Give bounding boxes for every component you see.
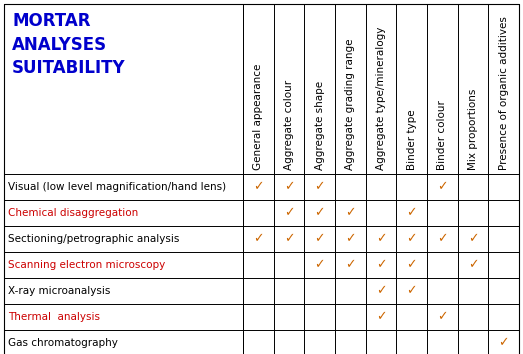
Text: ✓: ✓ (284, 206, 294, 219)
Text: Scanning electron microscopy: Scanning electron microscopy (8, 260, 165, 270)
Text: X-ray microanalysis: X-ray microanalysis (8, 286, 110, 296)
Text: Binder type: Binder type (407, 109, 417, 170)
Text: ✓: ✓ (253, 181, 264, 194)
Text: Thermal  analysis: Thermal analysis (8, 312, 100, 322)
Text: ✓: ✓ (437, 181, 448, 194)
Text: Aggregate shape: Aggregate shape (315, 81, 325, 170)
Text: Chemical disaggregation: Chemical disaggregation (8, 208, 138, 218)
Text: ✓: ✓ (314, 206, 325, 219)
Text: ✓: ✓ (284, 233, 294, 246)
Text: ✓: ✓ (253, 233, 264, 246)
Text: Aggregate grading range: Aggregate grading range (345, 39, 355, 170)
Text: Aggregate type/mineralogy: Aggregate type/mineralogy (376, 27, 386, 170)
Text: ✓: ✓ (406, 233, 417, 246)
Text: Presence of organic additives: Presence of organic additives (498, 16, 509, 170)
Text: ✓: ✓ (345, 258, 356, 272)
Text: ✓: ✓ (376, 233, 386, 246)
Text: ✓: ✓ (345, 233, 356, 246)
Text: MORTAR
ANALYSES
SUITABILITY: MORTAR ANALYSES SUITABILITY (12, 12, 126, 77)
Text: ✓: ✓ (437, 233, 448, 246)
Text: Binder colour: Binder colour (437, 100, 447, 170)
Text: Aggregate colour: Aggregate colour (284, 80, 294, 170)
Text: ✓: ✓ (284, 181, 294, 194)
Text: Sectioning/petrographic analysis: Sectioning/petrographic analysis (8, 234, 179, 244)
Text: ✓: ✓ (437, 310, 448, 324)
Text: ✓: ✓ (376, 310, 386, 324)
Text: ✓: ✓ (376, 285, 386, 297)
Text: General appearance: General appearance (253, 64, 264, 170)
Text: ✓: ✓ (314, 181, 325, 194)
Text: Visual (low level magnification/hand lens): Visual (low level magnification/hand len… (8, 182, 226, 192)
Text: ✓: ✓ (376, 258, 386, 272)
Text: ✓: ✓ (406, 206, 417, 219)
Text: ✓: ✓ (345, 206, 356, 219)
Text: ✓: ✓ (314, 258, 325, 272)
Text: ✓: ✓ (468, 258, 478, 272)
Text: Mix proportions: Mix proportions (468, 88, 478, 170)
Text: ✓: ✓ (406, 258, 417, 272)
Text: ✓: ✓ (314, 233, 325, 246)
Text: ✓: ✓ (468, 233, 478, 246)
Text: ✓: ✓ (406, 285, 417, 297)
Text: Gas chromatography: Gas chromatography (8, 338, 118, 348)
Text: ✓: ✓ (498, 337, 509, 349)
